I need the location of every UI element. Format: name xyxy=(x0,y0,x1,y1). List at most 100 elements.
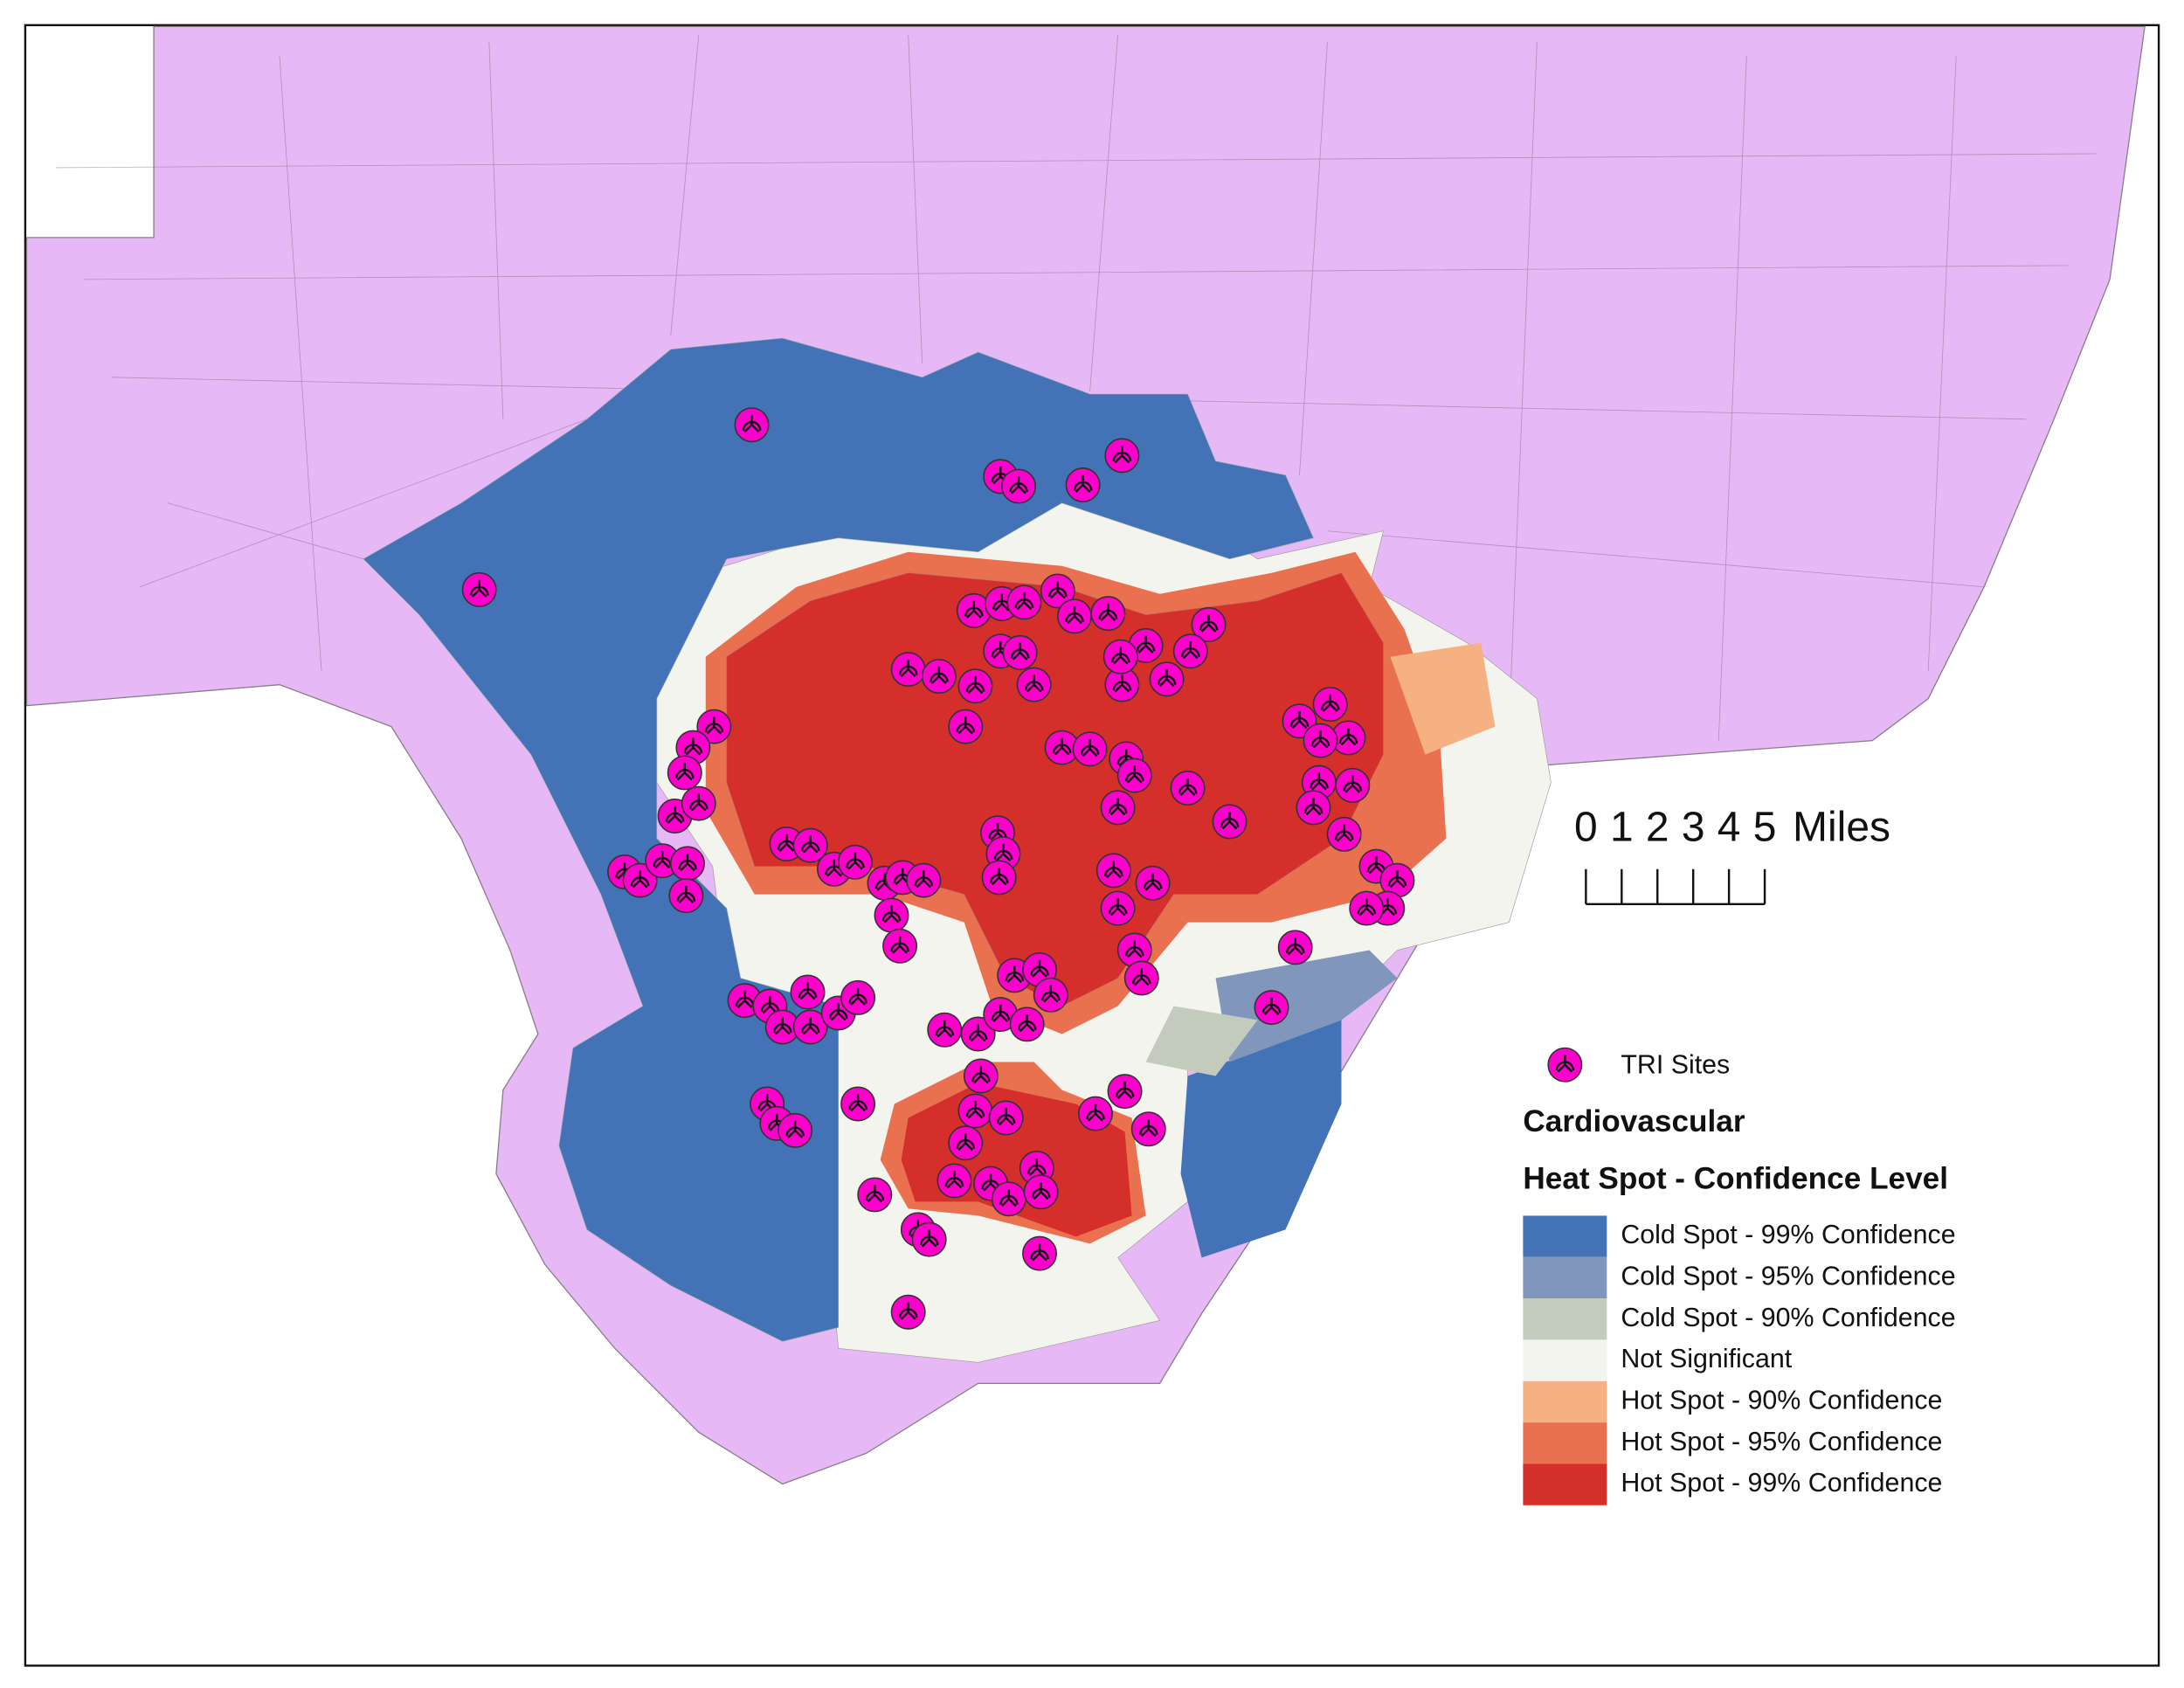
biohazard-icon xyxy=(944,1171,964,1189)
biohazard-icon xyxy=(1289,711,1310,730)
cold-spot-95-zone xyxy=(1215,950,1398,1062)
biohazard-icon xyxy=(1115,1081,1135,1099)
biohazard-icon xyxy=(1024,675,1044,693)
biohazard-icon xyxy=(989,868,1009,886)
biohazard-icon xyxy=(1065,606,1084,625)
tri-site xyxy=(1016,667,1052,702)
biohazard-icon xyxy=(1343,775,1363,793)
legend-swatch xyxy=(1523,1298,1607,1340)
scale-label: 2 xyxy=(1646,805,1669,851)
biohazard-icon xyxy=(1143,873,1163,891)
tri-site xyxy=(983,997,1019,1033)
biohazard-icon xyxy=(678,854,697,872)
biohazard-icon xyxy=(1261,997,1282,1015)
tri-site xyxy=(906,862,942,898)
biohazard-icon xyxy=(1010,642,1030,661)
tri-site xyxy=(1277,930,1313,965)
tri-site xyxy=(1335,767,1371,803)
tri-site xyxy=(1303,723,1338,758)
tri-site xyxy=(1090,596,1126,632)
tri-site xyxy=(1022,1235,1058,1271)
biohazard-icon xyxy=(665,806,685,824)
biohazard-icon xyxy=(881,905,902,924)
biohazard-icon xyxy=(956,1133,976,1152)
tri-site xyxy=(792,1009,828,1045)
biohazard-icon xyxy=(1009,476,1028,495)
biohazard-icon xyxy=(890,936,909,954)
tri-site xyxy=(857,1177,893,1213)
biohazard-icon xyxy=(996,1108,1016,1126)
legend-swatch xyxy=(1523,1463,1607,1505)
tri-site xyxy=(1107,1074,1143,1110)
biohazard-icon xyxy=(1131,968,1151,986)
biohazard-icon xyxy=(1108,898,1128,917)
biohazard-icon xyxy=(846,852,865,870)
tri-site xyxy=(1149,661,1185,697)
biohazard-icon xyxy=(1320,694,1340,712)
tri-site xyxy=(1100,890,1136,926)
biohazard-icon xyxy=(1124,765,1144,784)
tri-site xyxy=(1072,731,1108,767)
biohazard-icon xyxy=(1112,675,1132,693)
tri-site xyxy=(1065,467,1101,502)
legend-label: Hot Spot - 90% Confidence xyxy=(1621,1385,1942,1415)
tri-site xyxy=(1001,468,1037,504)
legend-swatch xyxy=(1523,1339,1607,1381)
tri-site xyxy=(1104,438,1140,474)
scale-label: 1 xyxy=(1610,805,1634,851)
biohazard-icon xyxy=(914,870,934,889)
tri-site xyxy=(837,844,873,880)
tri-site xyxy=(696,709,732,744)
legend-label: Not Significant xyxy=(1621,1344,1792,1373)
tri-site xyxy=(1006,585,1042,620)
biohazard-icon xyxy=(964,600,984,619)
biohazard-icon xyxy=(1124,940,1144,958)
cold-spot-99-zone xyxy=(363,337,1314,1342)
tri-site xyxy=(1002,634,1038,670)
biohazard-icon xyxy=(1157,669,1177,688)
biohazard-icon xyxy=(1030,1243,1049,1262)
tri-site xyxy=(1130,1111,1166,1147)
biohazard-icon xyxy=(683,737,703,756)
biohazard-icon xyxy=(935,1020,955,1038)
biohazard-icon xyxy=(919,1229,939,1248)
tri-site xyxy=(681,785,716,821)
tri-site xyxy=(670,846,705,882)
tri-site xyxy=(936,1163,972,1199)
biohazard-icon xyxy=(742,415,762,433)
legend-label: Hot Spot - 99% Confidence xyxy=(1621,1468,1942,1498)
tri-site xyxy=(1100,790,1136,826)
biohazard-icon xyxy=(991,1004,1011,1022)
biohazard-icon xyxy=(676,885,696,904)
tri-site xyxy=(668,878,704,914)
tri-site xyxy=(981,860,1017,896)
biohazard-icon xyxy=(1048,581,1068,599)
biohazard-icon xyxy=(956,716,976,735)
tri-site xyxy=(890,652,926,688)
biohazard-icon xyxy=(999,1189,1019,1207)
legend-label: Cold Spot - 99% Confidence xyxy=(1621,1220,1955,1249)
biohazard-icon xyxy=(1014,592,1034,611)
scale-label: 4 xyxy=(1717,805,1741,851)
biohazard-icon xyxy=(1098,603,1118,621)
tri-site xyxy=(1135,865,1171,901)
legend-label: Hot Spot - 95% Confidence xyxy=(1621,1427,1942,1456)
tri-site xyxy=(840,979,876,1015)
tri-site xyxy=(1326,816,1362,852)
biohazard-icon xyxy=(1017,1014,1037,1033)
biohazard-icon xyxy=(798,982,818,1000)
biohazard-icon xyxy=(965,1101,985,1119)
biohazard-icon xyxy=(968,1024,988,1042)
tri-site xyxy=(461,571,497,607)
legend-swatch xyxy=(1523,1422,1607,1464)
biohazard-icon xyxy=(1080,739,1100,758)
scale-unit: Miles xyxy=(1793,805,1890,851)
biohazard-icon xyxy=(1220,812,1240,830)
biohazard-icon xyxy=(1112,446,1132,464)
tri-site xyxy=(1547,1047,1583,1083)
biohazard-icon xyxy=(1005,965,1025,984)
tri-site xyxy=(1023,1174,1059,1210)
biohazard-icon xyxy=(865,1185,885,1203)
biohazard-icon xyxy=(1138,1119,1158,1138)
